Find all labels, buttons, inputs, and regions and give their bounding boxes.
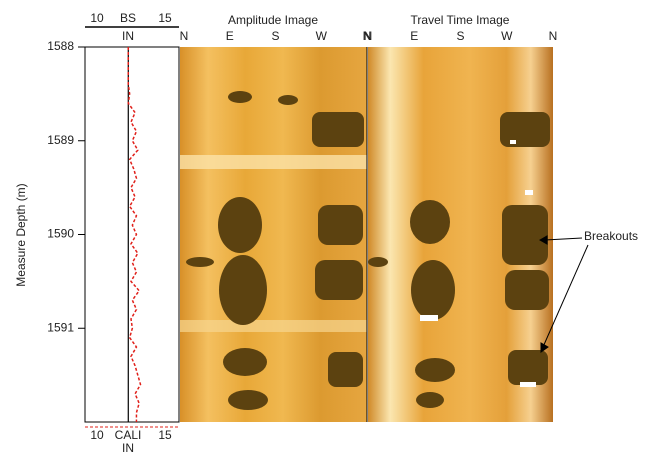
azimuth-label: E — [410, 29, 418, 43]
bs-label: BS — [120, 11, 136, 25]
azimuth-label: N — [364, 29, 373, 43]
x-tick-label: 10 — [90, 428, 104, 442]
y-tick-label: 1591 — [47, 320, 74, 334]
azimuth-label: E — [226, 29, 234, 43]
azimuth-label: N — [180, 29, 189, 43]
y-axis-label: Measure Depth (m) — [14, 183, 28, 286]
azimuth-label: W — [316, 29, 328, 43]
x-tick-label: 10 — [90, 11, 104, 25]
azimuth-label: N — [363, 29, 372, 43]
azimuth-label: W — [501, 29, 513, 43]
annotation-arrows — [538, 235, 589, 353]
unit-label: IN — [122, 441, 134, 455]
azimuth-label: S — [456, 29, 464, 43]
y-tick-label: 1590 — [47, 227, 74, 241]
azimuth-label: S — [271, 29, 279, 43]
x-tick-label: 15 — [158, 11, 172, 25]
log-curve — [127, 47, 142, 422]
amplitude-image — [180, 47, 367, 422]
annotation: Breakouts — [584, 229, 638, 243]
unit-label: IN — [122, 29, 134, 43]
y-tick-label: 1588 — [47, 39, 74, 53]
azimuth-label: N — [549, 29, 558, 43]
panel-title: Amplitude Image — [228, 13, 318, 27]
panel-title: Travel Time Image — [411, 13, 510, 27]
y-tick-label: 1589 — [47, 133, 74, 147]
cali-label: CALI — [115, 428, 142, 442]
travel-time-image — [368, 47, 553, 422]
x-tick-label: 15 — [158, 428, 172, 442]
